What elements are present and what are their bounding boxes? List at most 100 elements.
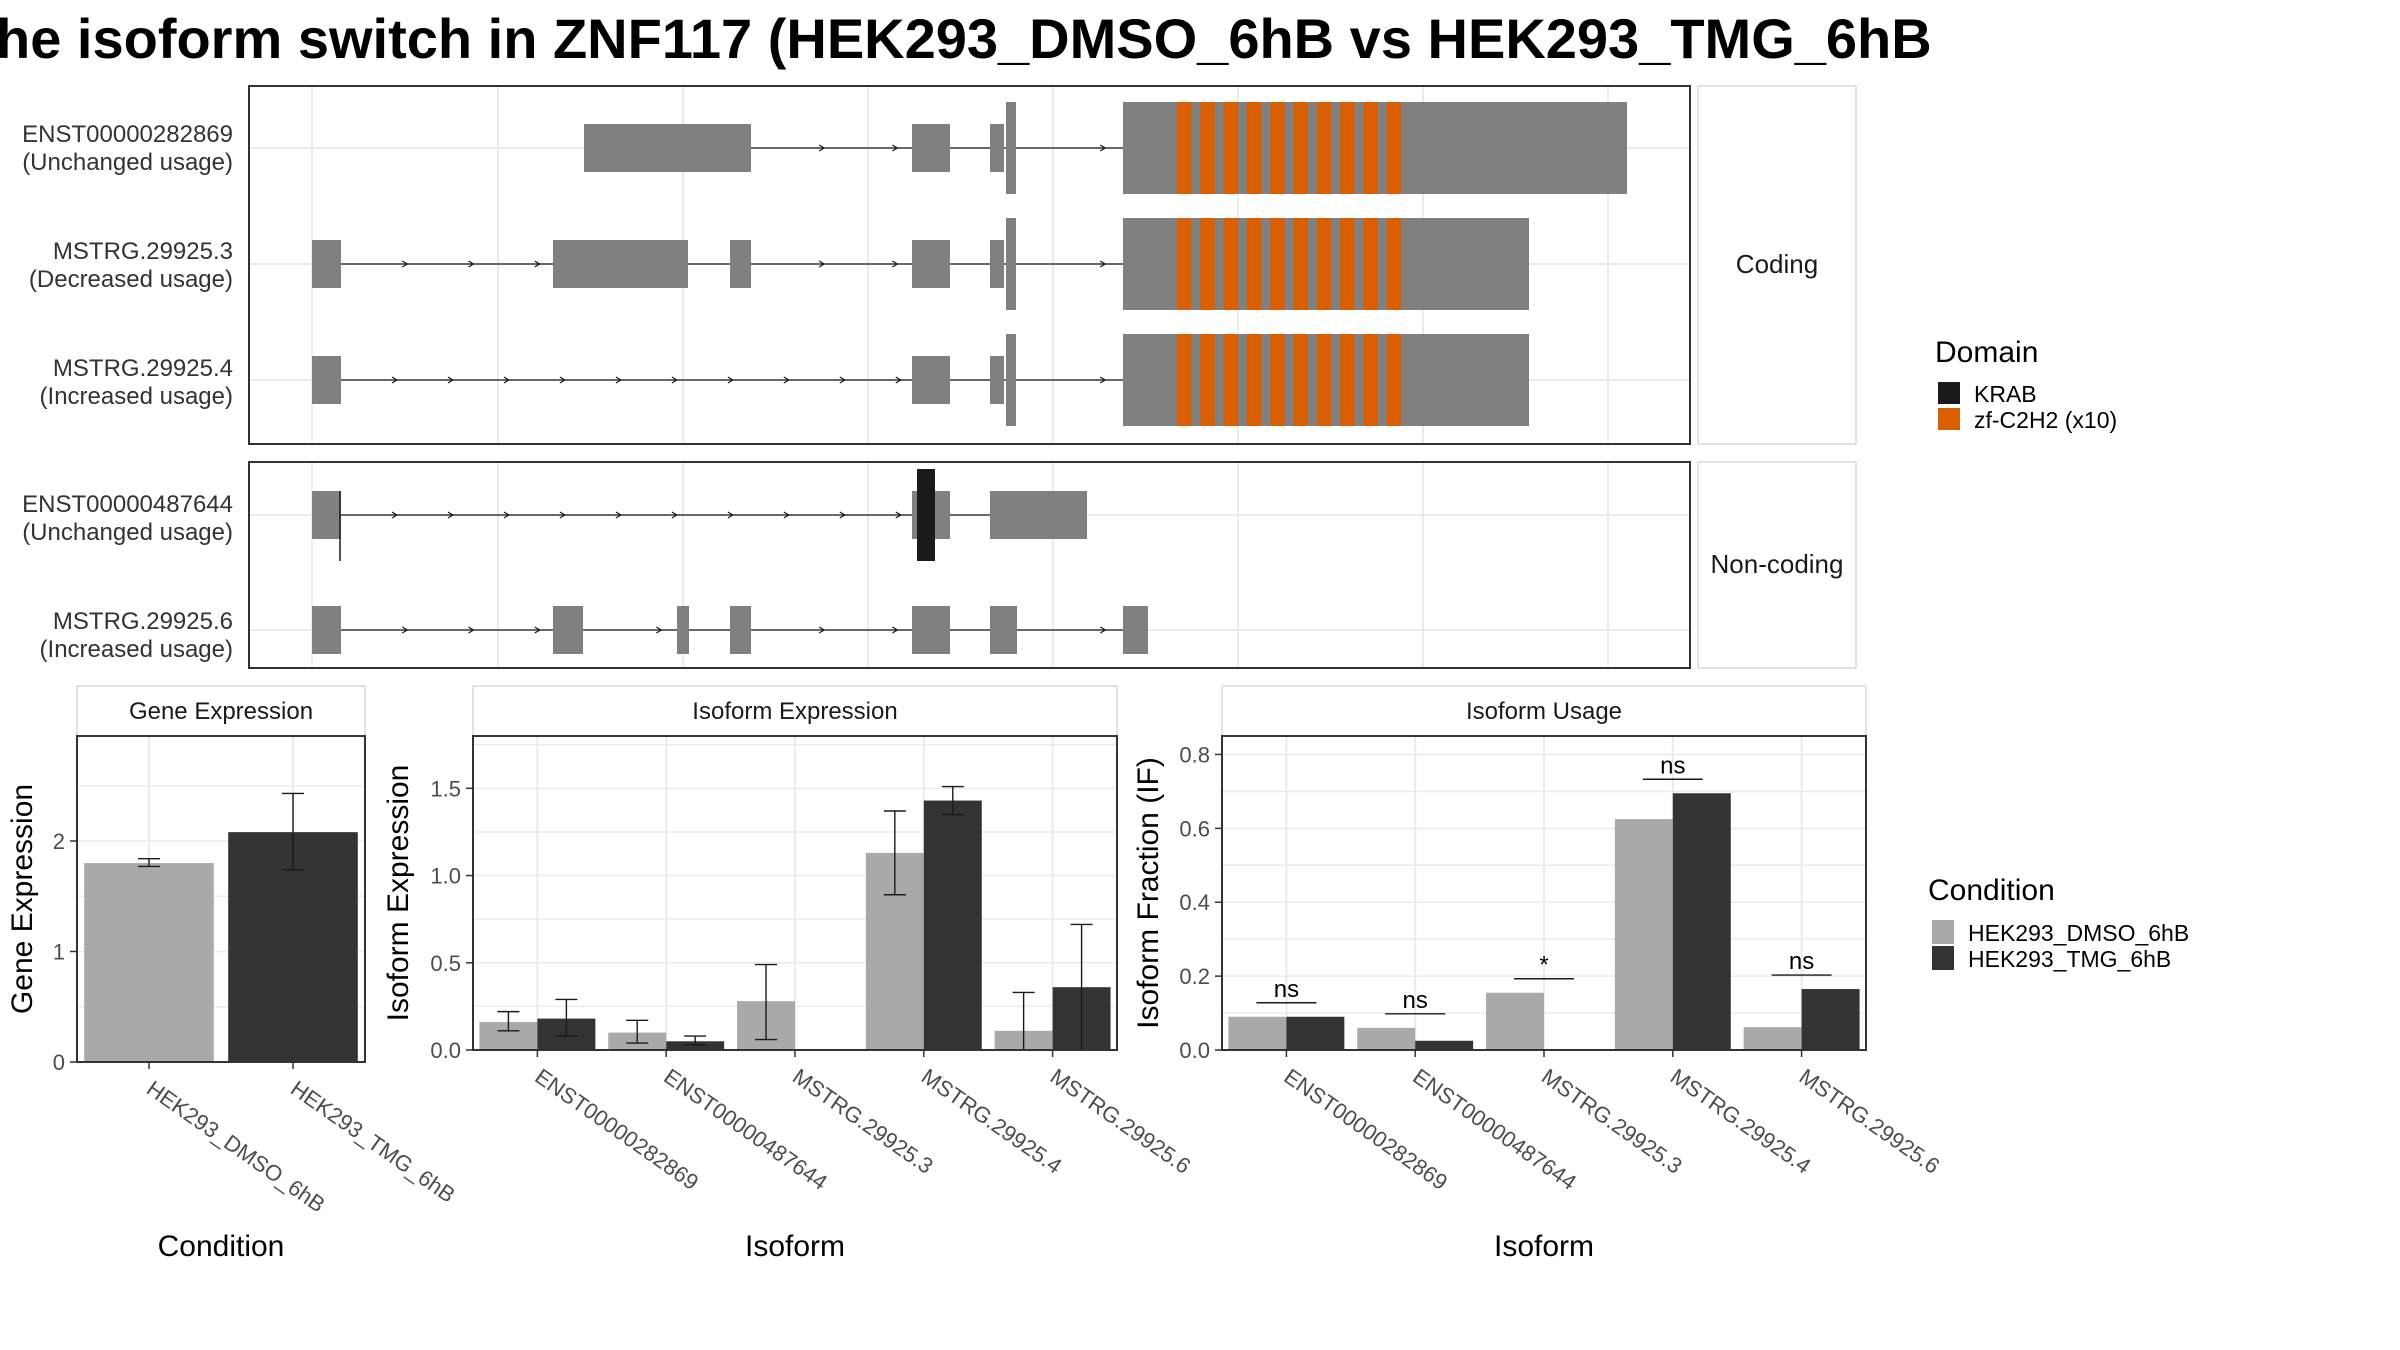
y-tick-label: 0.5 bbox=[430, 951, 461, 976]
bar bbox=[923, 800, 982, 1050]
zf-c2h2-domain bbox=[1270, 218, 1285, 310]
transcript-labels: ENST00000282869 (Unchanged usage) MSTRG.… bbox=[22, 121, 233, 663]
bar bbox=[1357, 1027, 1416, 1050]
exon bbox=[912, 356, 950, 404]
intron-arrow bbox=[401, 260, 409, 268]
dmso-legend-label: HEK293_DMSO_6hB bbox=[1968, 920, 2189, 946]
zf-c2h2-domain bbox=[1386, 334, 1402, 426]
zf-c2h2-domain bbox=[1177, 102, 1192, 194]
zf-c2h2-domain bbox=[1363, 334, 1378, 426]
bar bbox=[1415, 1040, 1474, 1050]
exon bbox=[1123, 606, 1148, 654]
zf-c2h2-domain bbox=[1223, 334, 1239, 426]
intron-arrow bbox=[671, 511, 679, 519]
bar bbox=[1486, 992, 1544, 1050]
transcript-name: MSTRG.29925.6 bbox=[53, 608, 233, 635]
zf-c2h2-domain bbox=[1293, 218, 1308, 310]
zf-c2h2-domain bbox=[1270, 334, 1285, 426]
significance-label: ns bbox=[1660, 752, 1685, 779]
y-axis-title: Isoform Expression bbox=[382, 765, 415, 1022]
exon bbox=[990, 606, 1017, 654]
tmg-legend-label: HEK293_TMG_6hB bbox=[1968, 946, 2171, 972]
x-axis-title: Isoform bbox=[745, 1230, 845, 1263]
exon bbox=[912, 124, 950, 172]
y-tick-label: 1.5 bbox=[430, 776, 461, 801]
intron-arrow bbox=[892, 260, 899, 268]
panel-border bbox=[1221, 735, 1867, 1051]
panel-title: Isoform Usage bbox=[1466, 698, 1622, 725]
y-axis-title: Isoform Fraction (IF) bbox=[1132, 757, 1165, 1029]
zf-c2h2-domain bbox=[1293, 334, 1308, 426]
intron-arrow bbox=[892, 144, 899, 152]
y-tick-label: 0.0 bbox=[1179, 1038, 1210, 1063]
noncoding-structure-panel bbox=[248, 461, 1691, 669]
panel-border bbox=[472, 735, 1118, 1051]
panel-strip bbox=[76, 685, 366, 737]
zf-c2h2-domain bbox=[1340, 218, 1355, 310]
transcript-name: MSTRG.29925.3 bbox=[53, 238, 233, 265]
intron-arrow bbox=[503, 511, 511, 519]
noncoding-strip-label: Non-coding bbox=[1711, 549, 1844, 579]
bar bbox=[1672, 793, 1731, 1050]
intron-arrow bbox=[615, 511, 623, 519]
exon bbox=[912, 606, 950, 654]
coding-structure-panel bbox=[248, 85, 1691, 445]
transcript-usage: (Unchanged usage) bbox=[22, 149, 233, 176]
bar bbox=[1801, 989, 1860, 1050]
transcript-usage: (Unchanged usage) bbox=[22, 519, 233, 546]
exon bbox=[1006, 102, 1016, 194]
panel-border bbox=[248, 85, 1691, 445]
intron-arrow bbox=[447, 376, 455, 384]
intron-arrow bbox=[1099, 144, 1107, 152]
panel-strip bbox=[472, 685, 1118, 737]
zf-c2h2-domain bbox=[1246, 334, 1262, 426]
y-tick-label: 1 bbox=[53, 939, 65, 964]
zf-c2h2-domain bbox=[1246, 218, 1262, 310]
transcript-name: ENST00000282869 bbox=[22, 121, 233, 148]
y-tick-label: 0.2 bbox=[1179, 964, 1210, 989]
significance-label: * bbox=[1539, 952, 1548, 979]
condition-legend: Condition HEK293_DMSO_6hB HEK293_TMG_6hB bbox=[1928, 874, 2189, 972]
significance-label: ns bbox=[1403, 987, 1428, 1014]
intron-arrow bbox=[468, 260, 475, 268]
y-tick-label: 0 bbox=[53, 1050, 65, 1075]
exon bbox=[677, 606, 689, 654]
y-tick-label: 2 bbox=[53, 829, 65, 854]
exon bbox=[912, 240, 950, 288]
bar bbox=[666, 1041, 725, 1050]
transcript-usage: (Increased usage) bbox=[40, 636, 233, 663]
intron-arrow bbox=[1100, 626, 1107, 634]
exon bbox=[1006, 334, 1016, 426]
condition-legend-title: Condition bbox=[1928, 874, 2055, 907]
intron-arrow bbox=[468, 626, 475, 634]
exon bbox=[584, 124, 751, 172]
intron-arrow bbox=[727, 511, 735, 519]
dmso-legend-key bbox=[1932, 920, 1954, 944]
significance-label: ns bbox=[1789, 948, 1814, 975]
intron-arrow bbox=[391, 511, 399, 519]
intron-arrow bbox=[503, 376, 511, 384]
intron-arrow bbox=[656, 626, 663, 634]
zf-c2h2-domain bbox=[1270, 102, 1285, 194]
zf-c2h2-domain bbox=[1223, 102, 1239, 194]
zf-legend-key bbox=[1938, 408, 1960, 430]
intron-arrow bbox=[839, 376, 846, 384]
intron-arrow bbox=[671, 376, 679, 384]
intron-arrow bbox=[1099, 376, 1107, 384]
zf-c2h2-domain bbox=[1200, 334, 1215, 426]
intron-arrow bbox=[401, 626, 409, 634]
transcript-usage: (Decreased usage) bbox=[29, 266, 233, 293]
krab-domain bbox=[917, 469, 935, 561]
intron-arrow bbox=[783, 376, 791, 384]
exon bbox=[730, 240, 751, 288]
panel-title: Isoform Expression bbox=[692, 698, 897, 725]
exon bbox=[1006, 218, 1016, 310]
intron-arrow bbox=[1099, 260, 1107, 268]
y-tick-label: 0.8 bbox=[1179, 742, 1210, 767]
exon bbox=[990, 356, 1004, 404]
x-axis-title: Condition bbox=[158, 1230, 285, 1263]
exon bbox=[312, 240, 341, 288]
exon bbox=[312, 606, 341, 654]
intron-arrow bbox=[615, 376, 623, 384]
